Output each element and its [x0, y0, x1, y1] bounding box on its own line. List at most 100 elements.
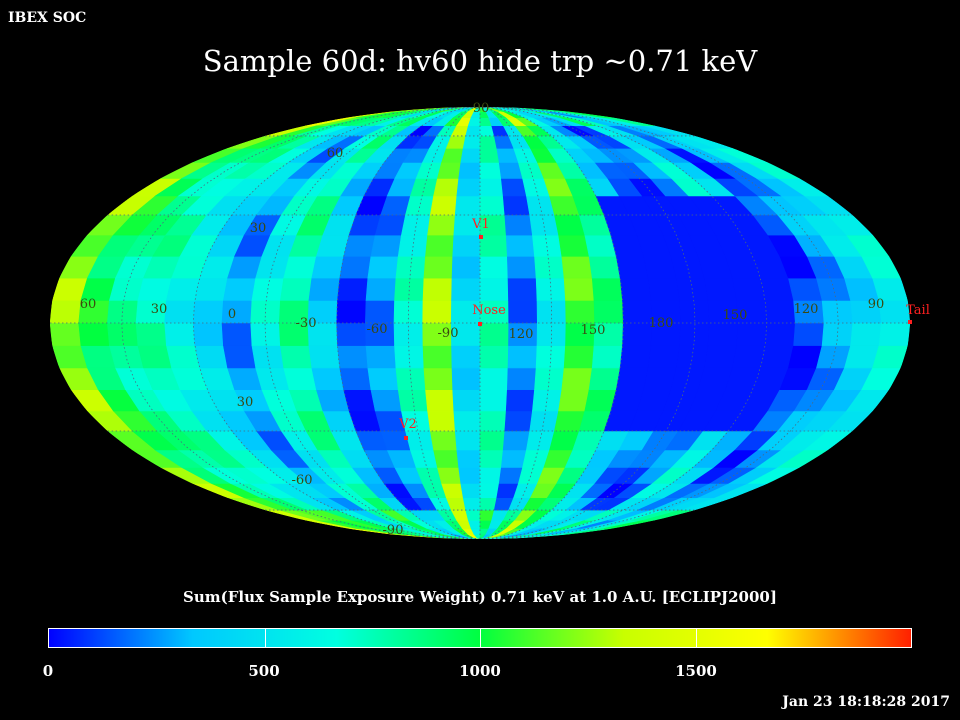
flux-cell — [283, 255, 317, 279]
flux-cell — [508, 300, 538, 324]
flux-cell — [192, 322, 224, 346]
marker-point — [404, 436, 408, 440]
flux-cell — [429, 430, 458, 451]
flux-cell — [437, 467, 462, 484]
flux-cell — [78, 322, 110, 346]
flux-cell — [458, 467, 481, 484]
latitude-label: 60 — [327, 146, 344, 161]
flux-cell — [479, 234, 508, 257]
colorbar-tick-label: 0 — [42, 662, 54, 680]
flux-cell — [429, 195, 458, 216]
flux-cell — [454, 430, 481, 451]
flux-cell — [760, 277, 794, 301]
latitude-label: 30 — [237, 395, 254, 410]
flux-cell — [339, 255, 372, 279]
flux-cell — [223, 345, 257, 369]
flux-cell — [194, 345, 228, 369]
flux-cell — [337, 277, 369, 301]
flux-cell — [365, 277, 397, 301]
flux-cell — [394, 345, 425, 369]
flux-cell — [458, 162, 481, 179]
flux-cell — [502, 430, 531, 451]
flux-cell — [591, 345, 623, 369]
flux-cell — [433, 178, 460, 197]
flux-cell — [507, 277, 538, 301]
flux-cell — [374, 214, 406, 236]
flux-cell — [479, 389, 508, 412]
flux-cell — [647, 345, 680, 369]
flux-cell — [561, 367, 593, 391]
flux-cell — [453, 410, 481, 432]
flux-cell — [679, 322, 710, 346]
flux-cell — [622, 300, 653, 324]
flux-cell — [615, 367, 649, 391]
flux-cell — [732, 277, 766, 301]
flux-cell — [393, 300, 424, 324]
marker-point — [479, 235, 483, 239]
flux-cell — [479, 345, 509, 369]
flux-cell — [308, 345, 341, 369]
flux-cell — [679, 300, 710, 324]
flux-cell — [535, 277, 566, 301]
latitude-label: -90 — [383, 523, 404, 538]
flux-cell — [454, 195, 481, 216]
flux-cell — [479, 497, 498, 511]
longitude-label: 60 — [80, 297, 97, 312]
flux-cell — [460, 483, 481, 499]
flux-cell — [451, 255, 481, 279]
flux-cell — [427, 214, 456, 236]
grid-line — [121, 107, 481, 539]
flux-cell — [764, 300, 796, 324]
flux-cell — [850, 322, 882, 346]
flux-cell — [221, 300, 253, 324]
flux-cell — [135, 322, 167, 346]
flux-cell — [452, 234, 481, 257]
flux-cell — [536, 300, 567, 324]
flux-cell — [106, 322, 139, 346]
flux-cell — [460, 148, 481, 163]
flux-cell — [462, 135, 481, 149]
flux-cell — [479, 410, 507, 432]
colorbar-tick-label: 1500 — [675, 662, 717, 680]
longitude-label: -90 — [438, 326, 459, 341]
flux-cell — [462, 497, 481, 511]
flux-cell — [465, 125, 481, 137]
flux-cell — [793, 322, 825, 346]
flux-cell — [506, 255, 537, 279]
flux-cell — [250, 300, 281, 324]
flux-cell — [736, 322, 768, 346]
flux-cell — [707, 322, 739, 346]
flux-cell — [479, 135, 498, 149]
flux-cell — [479, 467, 502, 484]
latitude-label: 30 — [250, 221, 267, 236]
longitude-labels: 60 30 0 -30 -60 -90 120 150 180 150 120 90 — [80, 297, 885, 342]
longitude-label: 0 — [228, 307, 236, 322]
flux-cell — [619, 345, 652, 369]
flux-cell — [336, 322, 367, 346]
flux-cell — [479, 148, 500, 163]
flux-cell — [255, 367, 290, 391]
flux-cell — [50, 300, 82, 324]
longitude-label: 90 — [868, 297, 885, 312]
colorbar-title: Sum(Flux Sample Exposure Weight) 0.71 ke… — [183, 588, 777, 606]
flux-cell — [367, 255, 399, 279]
flux-cell — [50, 322, 82, 346]
longitude-label: 150 — [723, 308, 748, 323]
flux-cell — [397, 389, 428, 412]
grid-line — [192, 107, 481, 539]
flux-cell — [764, 322, 796, 346]
flux-cell — [452, 389, 481, 412]
latitude-label: 90 — [473, 101, 490, 116]
colorbar-divider — [264, 629, 266, 647]
flux-cell — [593, 300, 624, 324]
flux-cell — [479, 255, 509, 279]
flux-cell — [500, 178, 527, 197]
flux-cell — [137, 277, 172, 301]
flux-cell — [427, 410, 456, 432]
flux-cell — [479, 277, 509, 301]
flux-cell — [529, 214, 559, 236]
latitude-labels: 90 60 30 30 -60 -90 — [237, 101, 490, 538]
grid-line — [479, 107, 624, 539]
flux-cell — [456, 178, 481, 197]
flux-cell — [437, 162, 462, 179]
